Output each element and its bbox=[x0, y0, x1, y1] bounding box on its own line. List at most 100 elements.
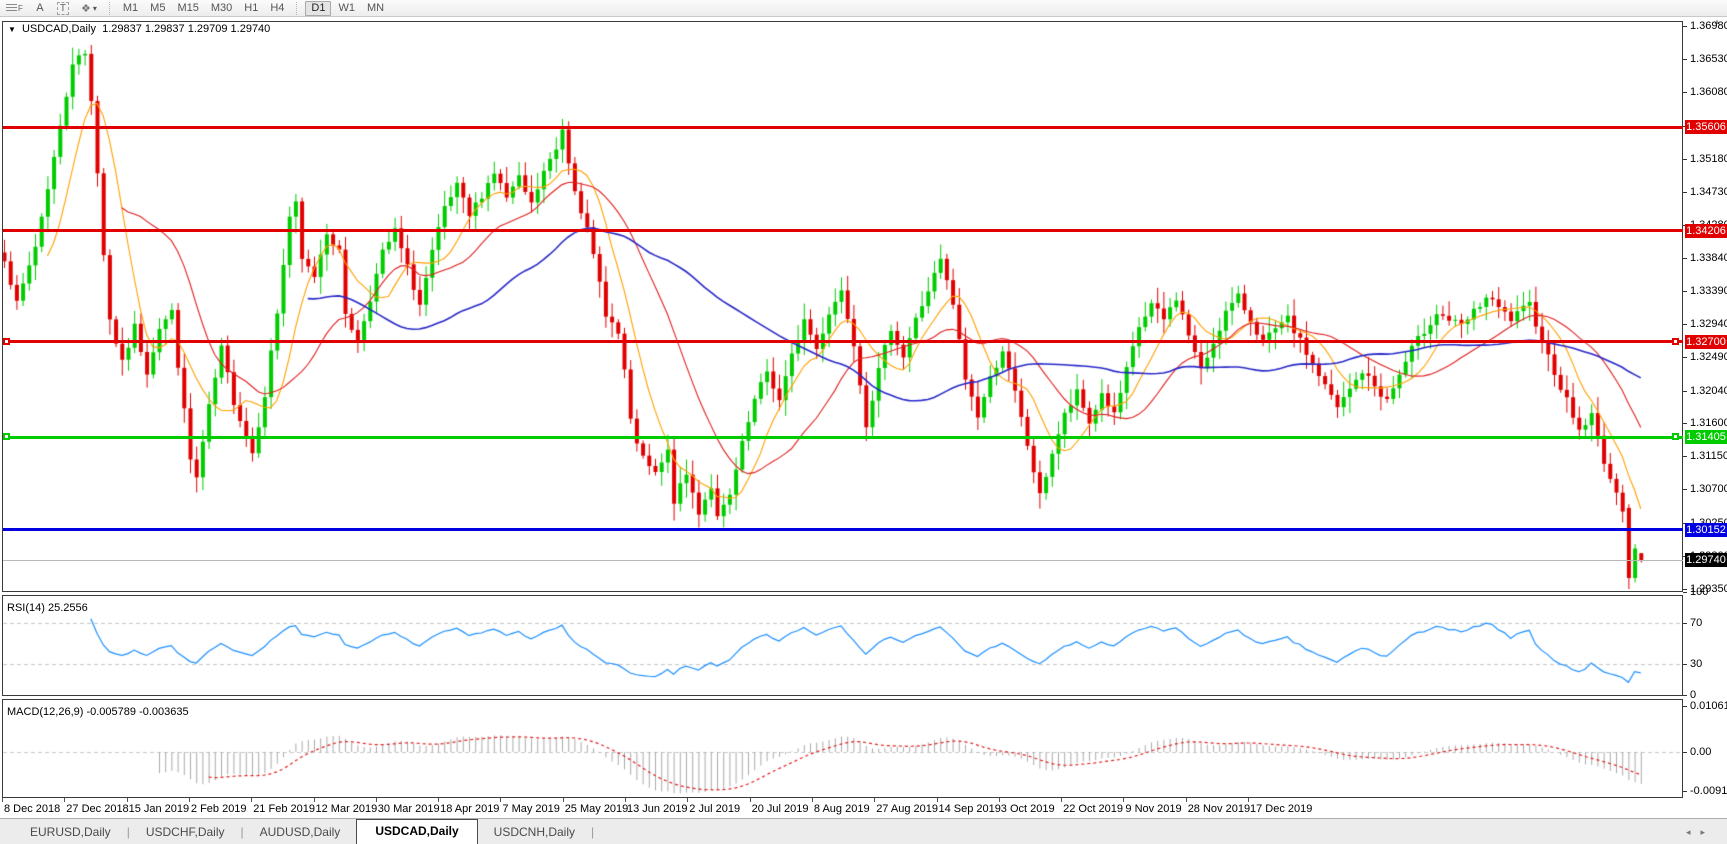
date-axis-label: 12 Mar 2019 bbox=[315, 803, 378, 815]
top-toolbar: F A T ❖ ▾ M1 M5 M15 M30 H1 H4 D1 W1 MN bbox=[0, 0, 1727, 17]
tab-audusd[interactable]: AUDUSD,Daily bbox=[259, 825, 341, 839]
date-axis-label: 7 May 2019 bbox=[502, 803, 560, 815]
text-tool-icon: T bbox=[56, 1, 69, 15]
date-tick-mark bbox=[188, 798, 190, 802]
level-endpoint-marker[interactable] bbox=[3, 433, 10, 441]
price-tick-label: 1.32940 bbox=[1690, 318, 1727, 331]
tab-separator: | bbox=[126, 825, 130, 839]
date-axis-label: 8 Aug 2019 bbox=[813, 803, 870, 815]
tab-separator: | bbox=[240, 825, 244, 839]
level-line-1.34206[interactable] bbox=[3, 229, 1683, 233]
date-tick-mark bbox=[313, 798, 315, 802]
level-line-1.30152[interactable] bbox=[3, 528, 1683, 532]
chart-window: ▼ USDCAD,Daily 1.29837 1.29837 1.29709 1… bbox=[0, 17, 1727, 818]
date-axis-label: 3 Oct 2019 bbox=[1000, 803, 1055, 815]
level-endpoint-marker[interactable] bbox=[1672, 337, 1679, 345]
timeframe-button-d1[interactable]: D1 bbox=[305, 0, 332, 16]
level-endpoint-marker[interactable] bbox=[3, 337, 10, 345]
price-tick-label: 1.36530 bbox=[1690, 53, 1727, 66]
shapes-tool-button[interactable]: ❖ ▾ bbox=[76, 1, 102, 16]
date-tick-mark bbox=[749, 798, 751, 802]
price-badge-1.34206: 1.34206 bbox=[1685, 223, 1727, 238]
price-chart-canvas[interactable] bbox=[0, 17, 1727, 818]
price-tick-label: 1.32490 bbox=[1690, 351, 1727, 364]
date-axis-label: 18 Apr 2019 bbox=[440, 803, 500, 815]
date-axis-label: 22 Oct 2019 bbox=[1063, 803, 1124, 815]
price-badge-1.29740: 1.29740 bbox=[1685, 553, 1727, 568]
date-tick-mark bbox=[1248, 798, 1249, 802]
price-tick-label: 1.31600 bbox=[1690, 417, 1727, 430]
date-tick-mark bbox=[625, 798, 626, 802]
macd-tick-mark bbox=[1683, 791, 1687, 793]
price-badge-1.31405: 1.31405 bbox=[1685, 430, 1727, 445]
date-tick-mark bbox=[438, 798, 440, 802]
price-tick-mark bbox=[1683, 357, 1687, 359]
level-line-1.31405[interactable] bbox=[3, 435, 1683, 439]
tab-eurusd[interactable]: EURUSD,Daily bbox=[30, 825, 111, 839]
date-axis-label: 20 Jul 2019 bbox=[751, 803, 809, 815]
tab-usdcad[interactable]: USDCAD,Daily bbox=[356, 819, 478, 844]
timeframe-button-m5[interactable]: M5 bbox=[150, 2, 166, 14]
level-endpoint-marker[interactable] bbox=[1672, 433, 1679, 441]
timeframe-button-mn[interactable]: MN bbox=[366, 2, 385, 14]
price-tick-mark bbox=[1683, 456, 1687, 458]
tab-usdcnh[interactable]: USDCNH,Daily bbox=[493, 825, 576, 839]
date-tick-mark bbox=[64, 798, 66, 802]
date-tick-mark bbox=[998, 798, 1000, 802]
timeframe-button-h1[interactable]: H1 bbox=[244, 2, 259, 14]
macd-tick-label: 0.00 bbox=[1690, 746, 1712, 758]
chart-title: ▼ USDCAD,Daily 1.29837 1.29837 1.29709 1… bbox=[8, 23, 270, 35]
toolbar-separator bbox=[108, 1, 114, 15]
level-line-1.29740[interactable] bbox=[3, 559, 1683, 561]
price-tick-mark bbox=[1683, 324, 1687, 326]
rsi-tick-label: 70 bbox=[1690, 616, 1703, 629]
text-label-tool-button[interactable]: A bbox=[36, 2, 44, 14]
level-line-1.35606[interactable] bbox=[3, 125, 1683, 129]
date-axis-label: 27 Aug 2019 bbox=[876, 803, 938, 815]
date-tick-mark bbox=[1123, 798, 1125, 802]
text-tool-button[interactable]: T bbox=[52, 1, 74, 16]
scroll-right-icon[interactable]: ▸ bbox=[1700, 827, 1715, 837]
timeframe-button-h4[interactable]: H4 bbox=[270, 2, 285, 14]
timeframe-button-w1[interactable]: W1 bbox=[338, 2, 355, 14]
date-axis-label: 2 Jul 2019 bbox=[689, 803, 741, 815]
fibonacci-tool-button[interactable]: F bbox=[1, 1, 28, 16]
date-tick-mark bbox=[375, 798, 377, 802]
rsi-tick-label: 30 bbox=[1690, 658, 1703, 671]
date-tick-mark bbox=[251, 798, 253, 802]
scroll-left-icon[interactable]: ◂ bbox=[1685, 827, 1701, 837]
price-tick-label: 1.32040 bbox=[1690, 384, 1727, 397]
chart-ohlc-values: 1.29837 1.29837 1.29709 1.29740 bbox=[102, 23, 271, 35]
date-tick-mark bbox=[811, 798, 813, 802]
toolbar-separator bbox=[296, 1, 301, 15]
price-tick-mark bbox=[1683, 59, 1687, 61]
macd-tick-mark bbox=[1683, 752, 1687, 753]
timeframe-button-m1[interactable]: M1 bbox=[122, 2, 139, 14]
price-badge-1.30152: 1.30152 bbox=[1685, 522, 1727, 537]
date-axis-label: 17 Dec 2019 bbox=[1250, 803, 1313, 815]
price-tick-label: 1.33840 bbox=[1690, 251, 1727, 264]
price-axis-scroll-up-icon[interactable]: ▲ bbox=[1713, 17, 1721, 26]
date-tick-mark bbox=[562, 798, 564, 802]
rsi-tick-mark bbox=[1683, 695, 1687, 696]
level-line-1.32700[interactable] bbox=[3, 340, 1683, 344]
timeframe-button-m15[interactable]: M15 bbox=[177, 2, 199, 14]
price-tick-label: 1.30700 bbox=[1690, 483, 1727, 496]
rsi-tick-mark bbox=[1683, 664, 1687, 666]
price-tick-mark bbox=[1683, 290, 1687, 292]
price-tick-mark bbox=[1683, 257, 1687, 259]
rsi-tick-mark bbox=[1683, 592, 1687, 593]
price-tick-label: 1.29350 bbox=[1690, 583, 1727, 596]
tab-usdchf[interactable]: USDCHF,Daily bbox=[145, 825, 225, 839]
date-tick-mark bbox=[2, 798, 3, 802]
rsi-panel bbox=[2, 595, 1683, 696]
collapse-triangle-icon[interactable]: ▼ bbox=[8, 25, 16, 34]
timeframe-button-m30[interactable]: M30 bbox=[210, 2, 233, 14]
date-axis-label: 25 May 2019 bbox=[564, 803, 629, 815]
tab-scroll-arrows[interactable]: ◂▸ bbox=[1686, 827, 1715, 838]
rsi-label: RSI(14) 25.2556 bbox=[7, 602, 88, 614]
date-tick-mark bbox=[1061, 798, 1063, 802]
rsi-tick-mark bbox=[1683, 622, 1687, 624]
macd-tick-label: 0.010615 bbox=[1690, 700, 1727, 713]
chevron-down-icon: ▾ bbox=[92, 3, 97, 13]
